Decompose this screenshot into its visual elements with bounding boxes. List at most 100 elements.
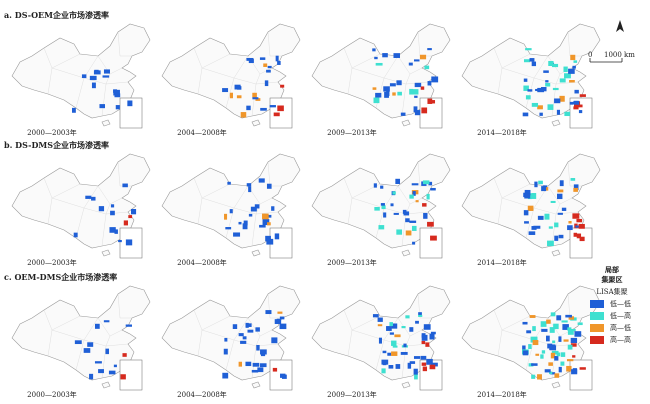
row-title: b. DS-DMS企业市场渗透率 (4, 140, 109, 150)
region (373, 97, 380, 104)
region (125, 324, 132, 327)
region (541, 350, 546, 354)
region (245, 361, 252, 367)
region (240, 340, 247, 344)
legend-title: 集聚区 (601, 275, 623, 284)
region (392, 92, 396, 96)
region (579, 94, 586, 97)
region (560, 352, 566, 357)
region (567, 225, 573, 231)
region (375, 92, 382, 98)
region (263, 63, 268, 67)
region (575, 225, 581, 228)
map: 2000—2003年 (11, 285, 151, 399)
row-title: a. DS-OEM企业市场渗透率 (4, 10, 109, 20)
region (269, 105, 276, 108)
region (550, 372, 556, 375)
region (265, 235, 271, 242)
region (114, 229, 118, 234)
period-label: 2000—2003年 (27, 258, 77, 267)
region (383, 212, 387, 218)
legend-swatch (590, 300, 604, 308)
region (532, 326, 536, 332)
region (566, 365, 572, 372)
region (380, 203, 385, 206)
china-map (11, 23, 151, 129)
region (251, 369, 259, 373)
region (421, 362, 427, 366)
region (227, 181, 231, 185)
region (541, 186, 547, 192)
region (260, 107, 267, 111)
region (430, 187, 436, 191)
region (531, 61, 537, 67)
region (429, 333, 435, 340)
region (407, 362, 412, 369)
region (430, 331, 436, 335)
region (257, 367, 264, 373)
region (423, 212, 428, 219)
region (523, 210, 529, 216)
region (386, 326, 392, 331)
region (242, 336, 247, 340)
region (557, 189, 564, 193)
region (570, 337, 578, 343)
china-map (311, 23, 451, 129)
legend-label: 高—低 (610, 323, 631, 332)
region (381, 368, 386, 374)
region (567, 327, 572, 331)
region (422, 203, 427, 207)
region (548, 362, 553, 366)
region (103, 69, 110, 74)
region (419, 54, 427, 60)
region (522, 321, 528, 325)
region (537, 105, 543, 110)
region (541, 328, 548, 332)
region (547, 240, 554, 247)
region (277, 311, 283, 314)
region (110, 204, 115, 208)
region (574, 89, 579, 94)
region (89, 75, 97, 81)
region (572, 213, 580, 219)
region (552, 87, 559, 91)
region (374, 206, 380, 211)
region (267, 65, 272, 69)
region (523, 59, 531, 63)
region (422, 180, 430, 185)
region (87, 342, 94, 347)
region (91, 82, 96, 89)
region (238, 221, 242, 225)
region (567, 344, 573, 350)
region (266, 238, 274, 245)
region (570, 178, 576, 181)
region (94, 361, 102, 364)
region (420, 355, 427, 360)
region (573, 187, 578, 192)
region (409, 88, 414, 95)
region (378, 337, 382, 344)
region (387, 352, 392, 356)
region (381, 205, 386, 210)
region (540, 321, 547, 327)
region (380, 185, 384, 189)
region (393, 212, 399, 215)
region (381, 359, 389, 365)
region (395, 364, 401, 369)
scale-bar: 0 1000 km (588, 20, 635, 63)
region (523, 78, 528, 82)
region (413, 356, 421, 359)
region (570, 54, 576, 61)
region (567, 329, 574, 335)
region (248, 58, 254, 64)
region (554, 373, 560, 378)
region (374, 56, 378, 60)
map: 2004—2008年 (161, 23, 301, 137)
region (277, 60, 281, 65)
period-label: 2004—2008年 (177, 128, 227, 137)
region (275, 55, 279, 62)
china-map (311, 153, 451, 259)
region (561, 207, 567, 211)
region (400, 351, 408, 355)
region (254, 204, 260, 209)
